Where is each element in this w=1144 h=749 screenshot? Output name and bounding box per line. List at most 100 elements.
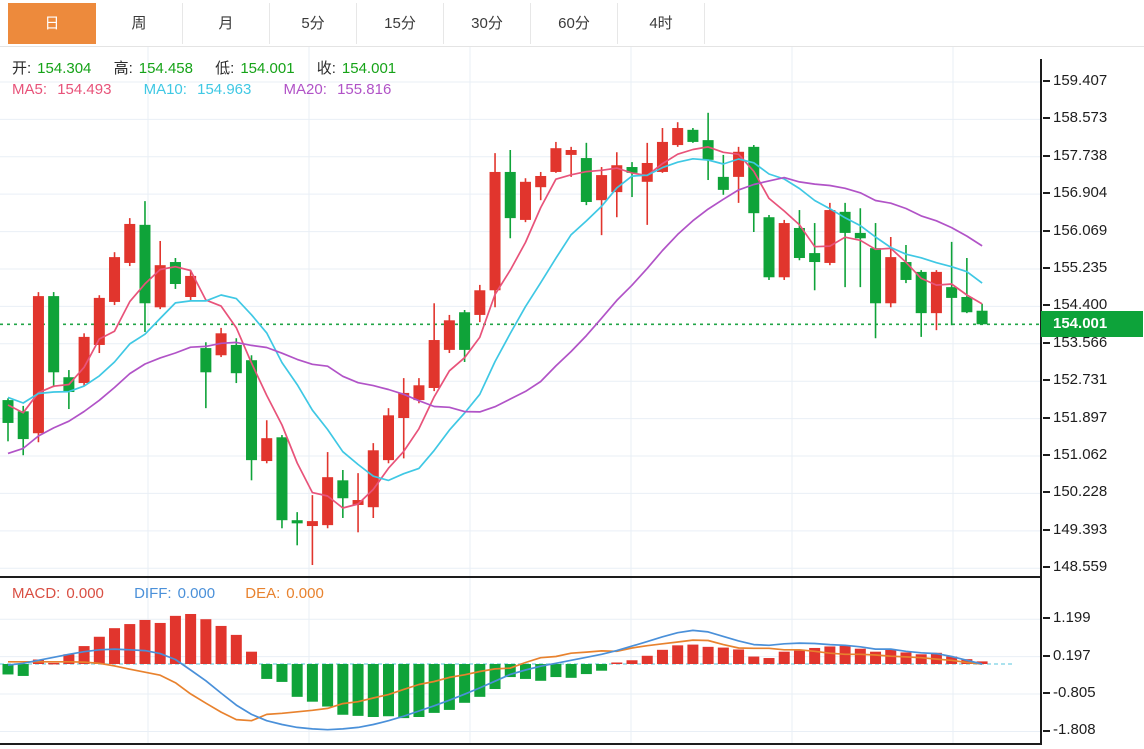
candlestick-chart-canvas	[0, 47, 1040, 577]
candle-body	[641, 162, 653, 182]
panel-divider-line	[0, 576, 1041, 578]
macd-hist-bar	[474, 664, 486, 697]
macd-hist-bar	[443, 664, 455, 710]
candle-body	[276, 437, 288, 521]
price-axis-tick: 156.069	[1043, 222, 1107, 239]
candle-body	[717, 176, 729, 190]
macd-hist-bar	[367, 664, 379, 717]
price-axis-tick: 159.407	[1043, 72, 1107, 89]
candle-body	[428, 340, 440, 388]
candle-body	[976, 310, 988, 325]
price-axis-tick: 157.738	[1043, 147, 1107, 164]
macd-hist-bar	[824, 646, 836, 664]
macd-hist-bar	[78, 646, 90, 664]
tab-15min[interactable]: 15分	[357, 3, 444, 44]
macd-hist-bar	[961, 659, 973, 664]
macd-hist-bar	[398, 664, 410, 719]
macd-hist-bar	[596, 664, 608, 671]
macd-chart-canvas	[0, 577, 1040, 744]
macd-hist-bar	[580, 664, 592, 675]
price-axis-tick: 158.573	[1043, 109, 1107, 126]
candle-body	[93, 297, 105, 345]
macd-hist-bar	[870, 651, 882, 664]
macd-hist-bar	[48, 662, 60, 665]
candle-body	[230, 344, 242, 374]
candle-body	[124, 223, 136, 263]
period-tabbar: 日 周 月 5分 15分 30分 60分 4时	[0, 0, 1144, 47]
macd-hist-bar	[459, 664, 471, 703]
candle-body	[2, 400, 14, 423]
candle-body	[854, 232, 866, 239]
price-axis-tick: 149.393	[1043, 521, 1107, 538]
candle-body	[824, 210, 836, 263]
tab-5min[interactable]: 5分	[270, 3, 357, 44]
candle-body	[626, 167, 638, 173]
candle-body	[78, 336, 90, 384]
macd-hist-bar	[383, 664, 394, 717]
candle-body	[459, 312, 471, 350]
price-axis-tick: 151.062	[1043, 446, 1107, 463]
close-value: 154.001	[341, 60, 397, 77]
diff-label-value: DIFF: 0.000	[134, 585, 216, 602]
macd-hist-bar	[976, 661, 988, 664]
ma10-line	[7, 157, 983, 482]
price-axis-tick: 150.228	[1043, 483, 1107, 500]
macd-hist-bar	[611, 662, 623, 665]
candle-body	[930, 271, 942, 314]
macd-hist-bar	[519, 664, 531, 679]
macd-hist-bar	[717, 647, 729, 664]
price-axis-tick: 156.904	[1043, 184, 1107, 201]
macd-hist-bar	[230, 634, 242, 664]
candle-body	[367, 450, 379, 508]
candle-body	[672, 128, 684, 146]
tab-60min[interactable]: 60分	[531, 3, 618, 44]
macd-axis-tick: 0.197	[1043, 647, 1091, 664]
candle-body	[915, 271, 927, 314]
macd-hist-bar	[185, 613, 197, 664]
macd-hist-bar	[641, 655, 653, 664]
price-axis-tick: 151.897	[1043, 409, 1107, 426]
tab-30min[interactable]: 30分	[444, 3, 531, 44]
macd-hist-bar	[733, 649, 745, 664]
macd-hist-bar	[778, 651, 790, 664]
candle-body	[870, 248, 882, 304]
candle-body	[839, 211, 851, 233]
macd-hist-bar	[63, 654, 75, 664]
macd-hist-bar	[2, 664, 14, 675]
candle-body	[352, 500, 364, 505]
candle-body	[169, 262, 181, 285]
candle-body	[398, 392, 410, 419]
macd-hist-bar	[565, 664, 577, 678]
macd-hist-bar	[626, 660, 638, 664]
last-price-tag: 154.001	[1041, 311, 1143, 338]
candle-body	[519, 181, 531, 220]
dea-label-value: DEA: 0.000	[245, 585, 324, 602]
candle-body	[322, 477, 334, 526]
tab-day[interactable]: 日	[8, 3, 96, 44]
macd-hist-bar	[200, 619, 212, 664]
macd-hist-bar	[291, 664, 303, 697]
candle-body	[185, 275, 197, 298]
high-label: 高:	[113, 60, 133, 77]
candle-body	[32, 296, 44, 434]
tab-week[interactable]: 周	[96, 3, 183, 44]
candle-body	[291, 520, 303, 524]
macd-hist-bar	[276, 664, 288, 682]
candle-body	[946, 287, 958, 298]
candle-body	[748, 146, 760, 214]
candle-body	[687, 129, 699, 142]
tab-4hour[interactable]: 4时	[618, 3, 705, 44]
macd-hist-bar	[215, 625, 227, 664]
price-axis-tick: 154.400	[1043, 296, 1107, 313]
high-value: 154.458	[138, 60, 193, 77]
ma5-line	[7, 146, 983, 509]
macd-hist-bar	[915, 654, 927, 664]
macd-hist-bar	[489, 664, 501, 690]
open-label: 开:	[12, 60, 32, 77]
tab-month[interactable]: 月	[183, 3, 270, 44]
macd-hist-bar	[809, 647, 821, 664]
macd-hist-bar	[656, 649, 668, 664]
candle-body	[763, 217, 775, 278]
candle-body	[139, 224, 151, 304]
price-axis-tick: 148.559	[1043, 558, 1107, 575]
